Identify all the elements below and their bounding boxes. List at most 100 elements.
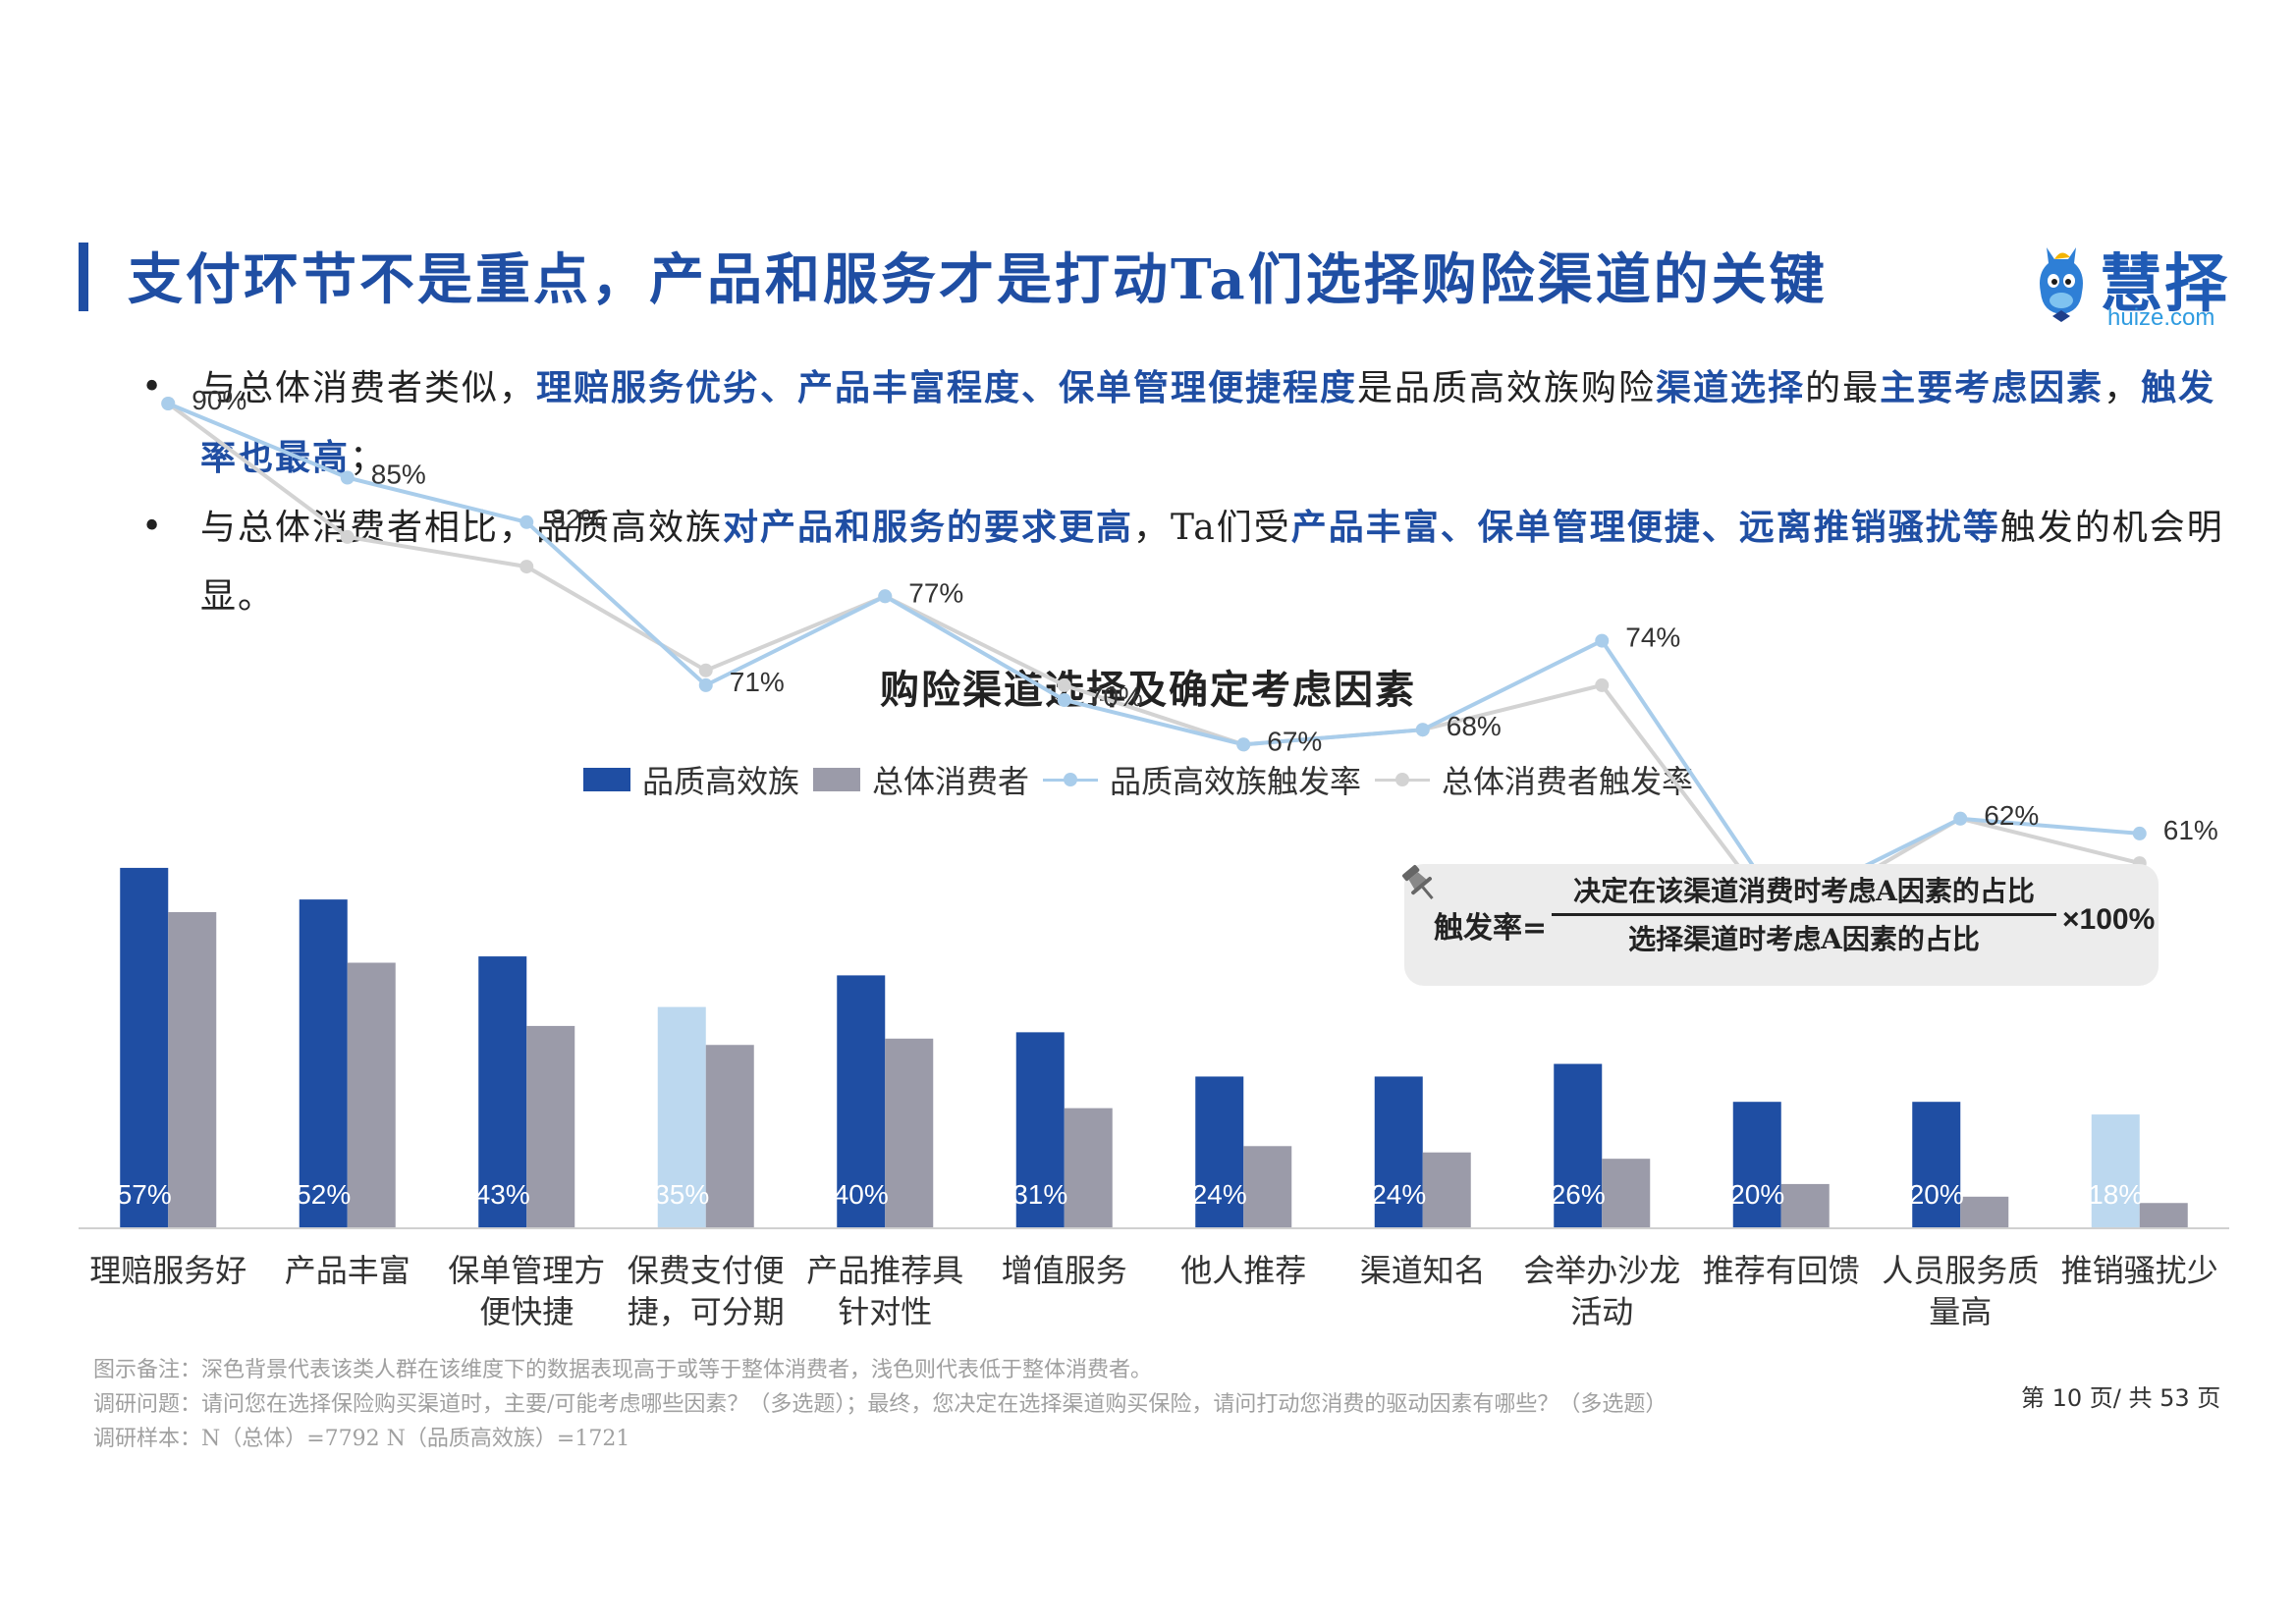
bar-value-label: 31% bbox=[1012, 1179, 1067, 1210]
bullet-highlight: 触发率也最高 bbox=[200, 367, 2216, 478]
category-label: 推销骚扰少 bbox=[2061, 1252, 2218, 1289]
legend-item-all-consumers: 总体消费者 bbox=[813, 757, 1029, 802]
bar-all-consumers bbox=[1243, 1146, 1292, 1228]
bar-premium-group bbox=[837, 975, 886, 1228]
category-label: 理赔服务好 bbox=[89, 1252, 246, 1289]
category-label: 产品推荐具 bbox=[806, 1252, 963, 1289]
legend-swatch bbox=[813, 768, 861, 791]
point-premium-trigger-rate bbox=[519, 514, 534, 529]
point-premium-trigger-rate bbox=[1057, 693, 1071, 707]
bullet-highlight: 渠道选择 bbox=[1656, 367, 1806, 408]
point-all-trigger-rate bbox=[1057, 677, 1071, 692]
line-value-label: 85% bbox=[371, 460, 426, 490]
bar-premium-group bbox=[1912, 1102, 1961, 1228]
bar-value-label: 20% bbox=[1909, 1179, 1964, 1210]
bar-all-consumers bbox=[347, 962, 396, 1228]
bullet-segment: ，Ta们受 bbox=[1133, 508, 1291, 548]
category-label: 渠道知名 bbox=[1360, 1252, 1486, 1289]
bar-all-consumers bbox=[705, 1045, 754, 1228]
category-label: 会举办沙龙 bbox=[1523, 1252, 1680, 1289]
line-premium-trigger-rate bbox=[167, 402, 2140, 910]
footnote-line: 图示备注：深色背景代表该类人群在该维度下的数据表现高于或等于整体消费者，浅色则代… bbox=[93, 1358, 1153, 1382]
line-value-label: 74% bbox=[1625, 622, 1680, 653]
legend-line-swatch bbox=[1375, 768, 1431, 791]
bar-value-label: 52% bbox=[296, 1179, 351, 1210]
bar-premium-group bbox=[1732, 1102, 1781, 1228]
category-label: 量高 bbox=[1929, 1293, 1992, 1330]
bar-all-consumers bbox=[885, 1038, 934, 1228]
category-label: 推荐有回馈 bbox=[1703, 1252, 1860, 1289]
category-label: 增值服务 bbox=[1002, 1252, 1127, 1289]
point-premium-trigger-rate bbox=[1415, 723, 1430, 737]
bar-value-label: 40% bbox=[834, 1179, 889, 1210]
title-accent-bar bbox=[79, 243, 88, 311]
line-value-label: 62% bbox=[1984, 800, 2039, 831]
logo-english-text: huize.com bbox=[2107, 304, 2215, 331]
line-all-trigger-rate bbox=[167, 402, 2141, 926]
bullet-segment: ， bbox=[2104, 368, 2142, 408]
footnotes: 图示备注：深色背景代表该类人群在该维度下的数据表现高于或等于整体消费者，浅色则代… bbox=[93, 1353, 1667, 1456]
point-premium-trigger-rate bbox=[2132, 826, 2147, 840]
category-label: 捷，可分期 bbox=[628, 1293, 785, 1330]
bar-premium-group bbox=[120, 867, 169, 1228]
line-value-label: 90% bbox=[191, 385, 246, 415]
point-all-trigger-rate bbox=[519, 560, 534, 574]
chart-title: 购险渠道选择及确定考虑因素 bbox=[880, 667, 1416, 713]
bar-value-label: 20% bbox=[1729, 1179, 1784, 1210]
footnote-line: 调研样本：N（总体）=7792 N（品质高效族）=1721 bbox=[93, 1427, 630, 1451]
bar-all-consumers bbox=[1064, 1108, 1113, 1228]
legend-item-premium-group: 品质高效族 bbox=[583, 757, 799, 802]
point-premium-trigger-rate bbox=[340, 470, 355, 485]
line-value-label: 68% bbox=[1447, 711, 1502, 741]
legend-line-swatch bbox=[1043, 768, 1099, 791]
formula-lhs: 触发率= bbox=[1434, 911, 1548, 946]
category-label: 保费支付便 bbox=[628, 1252, 785, 1289]
bar-all-consumers bbox=[1960, 1196, 2009, 1228]
bullet-list: • 与总体消费者类似，理赔服务优劣、产品丰富程度、保单管理便捷程度是品质高效族购… bbox=[137, 353, 2239, 631]
legend-item-premium-trigger-rate: 品质高效族触发率 bbox=[1043, 757, 1361, 802]
bullet-text: 与总体消费者类似，理赔服务优劣、产品丰富程度、保单管理便捷程度是品质高效族购险渠… bbox=[200, 367, 2216, 478]
line-value-label: 77% bbox=[908, 577, 963, 608]
line-value-label: 71% bbox=[730, 667, 785, 697]
bar-all-consumers bbox=[168, 912, 217, 1228]
bar-all-consumers bbox=[1422, 1152, 1471, 1228]
formula-box: 触发率= 决定在该渠道消费时考虑A因素的占比 选择渠道时考虑A因素的占比 ×10… bbox=[1401, 864, 2159, 986]
bullet-text: 与总体消费者相比，品质高效族对产品和服务的要求更高，Ta们受产品丰富、保单管理便… bbox=[200, 507, 2224, 617]
bar-premium-group bbox=[1374, 1076, 1423, 1228]
line-value-label: 70% bbox=[1088, 681, 1143, 712]
bar-premium-group bbox=[2091, 1114, 2140, 1228]
bullet-segment: 与总体消费者相比，品质高效族 bbox=[200, 508, 724, 548]
legend-label: 品质高效族触发率 bbox=[1110, 763, 1362, 800]
bar-value-label: 24% bbox=[1192, 1179, 1247, 1210]
bar-all-consumers bbox=[1780, 1183, 1830, 1228]
formula-rhs: ×100% bbox=[2062, 903, 2156, 936]
point-premium-trigger-rate bbox=[161, 397, 176, 410]
chart-legend: 品质高效族 总体消费者 品质高效族触发率 总体消费者触发率 bbox=[583, 758, 1707, 801]
category-label: 针对性 bbox=[838, 1293, 932, 1330]
bullet-segment: 是品质高效族购险 bbox=[1357, 368, 1657, 408]
formula-fraction: 决定在该渠道消费时考虑A因素的占比 选择渠道时考虑A因素的占比 bbox=[1552, 870, 2056, 957]
bullet-segment: 的最 bbox=[1805, 368, 1881, 408]
bar-value-label: 24% bbox=[1371, 1179, 1426, 1210]
point-premium-trigger-rate bbox=[1595, 633, 1610, 648]
formula-numerator: 决定在该渠道消费时考虑A因素的占比 bbox=[1552, 870, 2056, 916]
footnote-line: 调研问题：请问您在选择保险购买渠道时，主要/可能考虑哪些因素？（多选题）；最终，… bbox=[93, 1392, 1667, 1417]
bullet-highlight: 对产品和服务的要求更高 bbox=[723, 507, 1134, 548]
bar-value-label: 57% bbox=[117, 1179, 172, 1210]
bar-value-label: 18% bbox=[2088, 1179, 2143, 1210]
bar-all-consumers bbox=[526, 1025, 575, 1228]
bar-value-label: 35% bbox=[654, 1179, 709, 1210]
bullet-highlight: 理赔服务优劣、产品丰富程度、保单管理便捷程度 bbox=[536, 367, 1358, 408]
legend-label: 总体消费者触发率 bbox=[1442, 763, 1694, 800]
logo-chinese-text: 慧择 bbox=[2100, 248, 2229, 321]
point-premium-trigger-rate bbox=[698, 677, 713, 692]
page-title: 支付环节不是重点，产品和服务才是打动Ta们选择购险渠道的关键 bbox=[128, 247, 1828, 312]
line-value-label: 67% bbox=[1267, 726, 1322, 756]
bullet-segment: 与总体消费者类似， bbox=[200, 368, 537, 408]
bar-premium-group bbox=[1015, 1032, 1065, 1228]
legend-label: 品质高效族 bbox=[642, 763, 800, 800]
bar-premium-group bbox=[657, 1006, 706, 1228]
point-all-trigger-rate bbox=[340, 529, 355, 544]
bullet-highlight: 主要考虑因素 bbox=[1880, 367, 2105, 408]
line-value-label: 61% bbox=[2163, 815, 2218, 845]
